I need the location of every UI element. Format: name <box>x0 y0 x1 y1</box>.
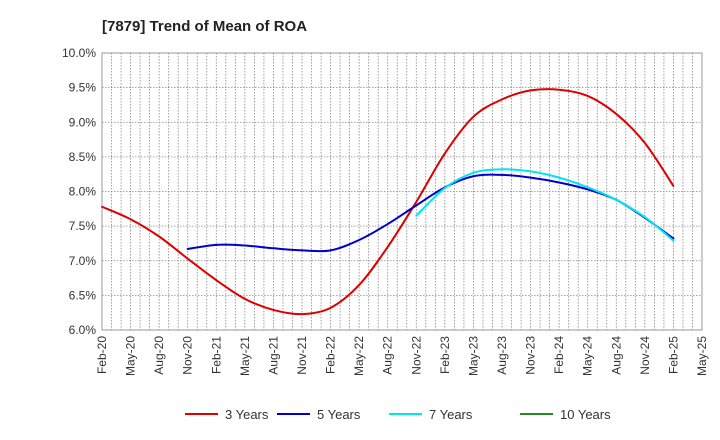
y-tick-label: 8.0% <box>69 185 97 199</box>
y-tick-label: 7.5% <box>69 219 97 233</box>
x-tick-label: Feb-21 <box>209 336 223 374</box>
x-tick-label: May-22 <box>352 336 366 376</box>
legend-label-3-years: 3 Years <box>225 407 269 422</box>
y-tick-label: 6.0% <box>69 323 97 337</box>
x-tick-label: Feb-23 <box>438 336 452 374</box>
legend: 3 Years 5 Years 7 Years 10 Years <box>185 407 611 422</box>
y-tick-label: 7.0% <box>69 254 97 268</box>
x-tick-label: May-21 <box>238 336 252 376</box>
x-tick-label: Aug-23 <box>495 336 509 375</box>
x-tick-label: Feb-22 <box>324 336 338 374</box>
x-tick-label: Nov-23 <box>524 336 538 375</box>
x-tick-label: Aug-21 <box>266 336 280 375</box>
x-tick-label: Aug-20 <box>152 336 166 375</box>
legend-label-10-years: 10 Years <box>560 407 611 422</box>
x-tick-label: Nov-20 <box>181 336 195 375</box>
x-tick-label: May-20 <box>124 336 138 376</box>
x-tick-label: May-23 <box>466 336 480 376</box>
series-line-5-years <box>186 173 675 253</box>
legend-label-5-years: 5 Years <box>317 407 361 422</box>
y-axis-ticks: 6.0% 6.5% 7.0% 7.5% 8.0% 8.5% 9.0% 9.5% 10.0% <box>62 46 96 337</box>
series-lines <box>101 88 675 316</box>
x-tick-label: Nov-24 <box>638 336 652 375</box>
x-tick-label: Aug-24 <box>609 336 623 375</box>
x-tick-label: May-25 <box>695 336 709 376</box>
x-tick-label: Aug-22 <box>381 336 395 375</box>
x-tick-label: May-24 <box>581 336 595 376</box>
x-axis-ticks: Feb-20 May-20 Aug-20 Nov-20 Feb-21 May-21 Aug-… <box>95 336 709 376</box>
x-tick-label: Nov-21 <box>295 336 309 375</box>
y-tick-label: 9.0% <box>69 115 97 129</box>
y-tick-label: 10.0% <box>62 46 96 60</box>
x-tick-label: Feb-25 <box>666 336 680 374</box>
legend-label-7-years: 7 Years <box>429 407 473 422</box>
y-tick-label: 8.5% <box>69 150 97 164</box>
chart-title: [7879] Trend of Mean of ROA <box>102 18 307 35</box>
y-tick-label: 6.5% <box>69 288 97 302</box>
x-tick-label: Feb-24 <box>552 336 566 374</box>
x-tick-label: Feb-20 <box>95 336 109 374</box>
series-line-7-years <box>415 168 675 242</box>
series-line-3-years <box>101 88 675 316</box>
y-tick-label: 9.5% <box>69 81 97 95</box>
x-tick-label: Nov-22 <box>409 336 423 375</box>
